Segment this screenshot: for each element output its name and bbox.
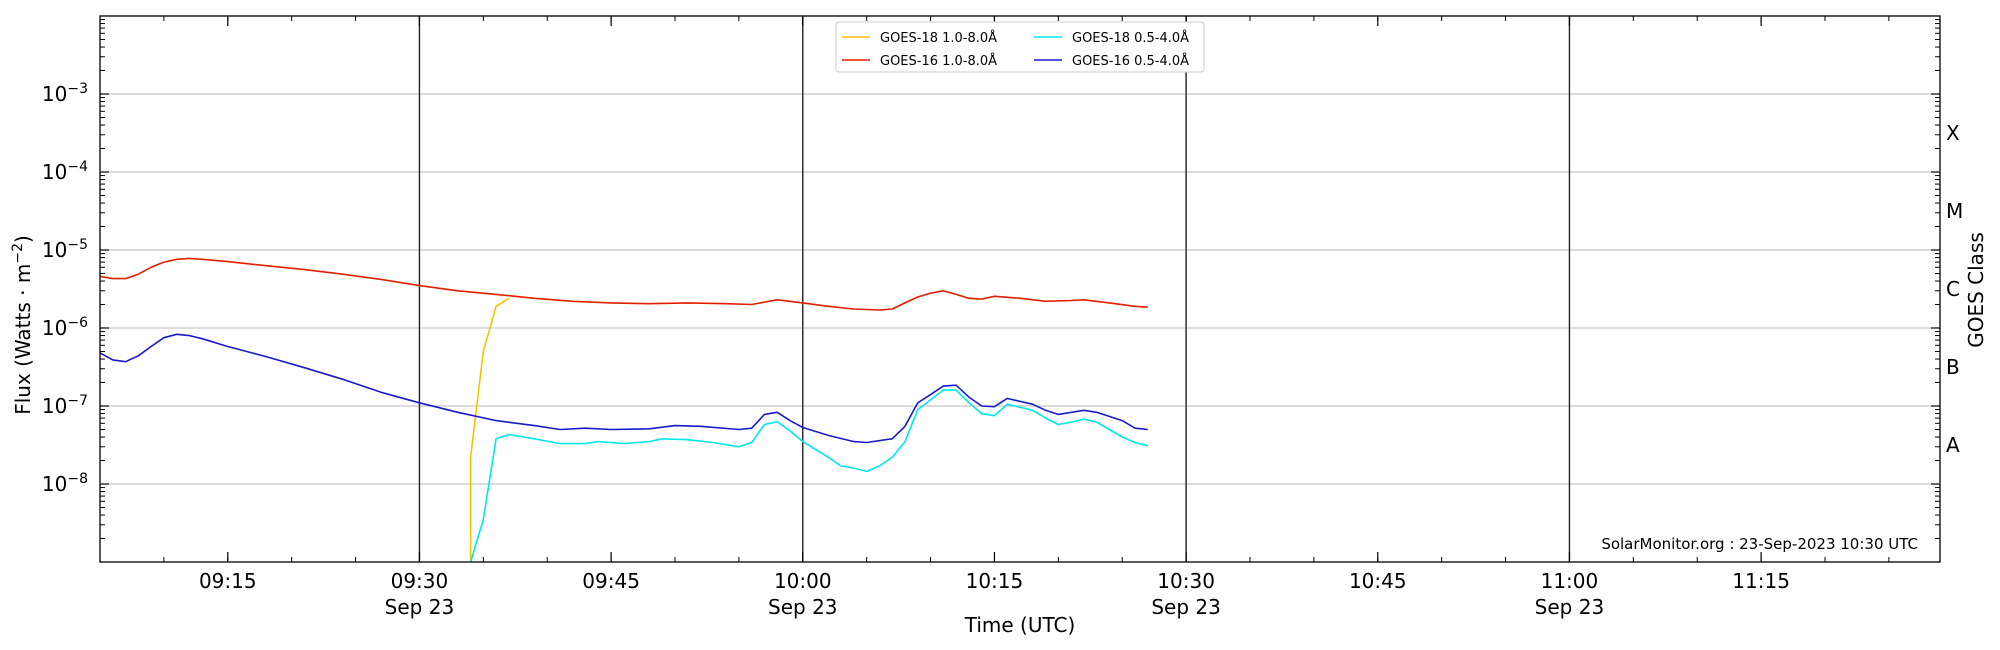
date-boundary-lines [418, 16, 1571, 562]
x-tick-date-label: Sep 23 [768, 595, 838, 619]
grid-lines [100, 93, 1940, 485]
x-tick-label: 09:30 [391, 569, 449, 593]
y-tick-label: 10−6 [42, 315, 88, 340]
goes-class-label: M [1946, 199, 1963, 223]
y-tick-label: 10−3 [42, 81, 88, 106]
y-tick-mantissa: 10 [42, 394, 67, 418]
legend: GOES-18 1.0-8.0Å GOES-16 1.0-8.0Å GOES-1… [835, 21, 1205, 73]
y-axis-title-exponent: −2 [10, 243, 26, 264]
y-tick-exponent: −7 [67, 393, 88, 409]
y-tick-exponent: −4 [67, 159, 88, 175]
y-tick-label: 10−8 [42, 471, 88, 496]
x-tick-label: 11:00 [1541, 569, 1599, 593]
x-tick-label: 09:15 [199, 569, 257, 593]
x-tick-label: 09:45 [582, 569, 640, 593]
y-tick-mantissa: 10 [42, 160, 67, 184]
x-tick-date-label: Sep 23 [385, 595, 455, 619]
legend-label-goes16-long: GOES-16 1.0-8.0Å [880, 53, 997, 69]
y-tick-mantissa: 10 [42, 316, 67, 340]
series-line-goes18-long [469, 297, 510, 562]
plot-area [99, 257, 1148, 563]
y-tick-exponent: −3 [67, 81, 88, 97]
y-axis-title: Flux (Watts · m−2) [10, 235, 35, 415]
x-tick-date-label: Sep 23 [1535, 595, 1605, 619]
goes-class-label: B [1946, 355, 1960, 379]
legend-label-goes18-short: GOES-18 0.5-4.0Å [1072, 30, 1189, 46]
x-tick-label: 10:00 [774, 569, 832, 593]
legend-label-goes18-long: GOES-18 1.0-8.0Å [880, 30, 997, 46]
y-tick-label: 10−4 [42, 159, 88, 184]
legend-box [835, 21, 1205, 73]
goes-class-axis-title: GOES Class [1964, 232, 1988, 348]
series-line-goes16-short [99, 333, 1148, 444]
y-axis-title-main: Flux (Watts · m [11, 264, 35, 415]
y-tick-label: 10−7 [42, 393, 88, 418]
y-tick-exponent: −6 [67, 315, 88, 331]
axis-ticks [99, 16, 1940, 562]
x-tick-label: 11:15 [1732, 569, 1790, 593]
x-tick-label: 10:45 [1349, 569, 1407, 593]
series-line-goes16-long [99, 257, 1148, 311]
y-tick-mantissa: 10 [42, 238, 67, 262]
y-tick-mantissa: 10 [42, 472, 67, 496]
y-tick-mantissa: 10 [42, 82, 67, 106]
y-tick-exponent: −5 [67, 237, 88, 253]
credit-text: SolarMonitor.org : 23-Sep-2023 10:30 UTC [1601, 535, 1918, 553]
x-tick-date-label: Sep 23 [1151, 595, 1221, 619]
x-axis-title: Time (UTC) [964, 613, 1076, 637]
x-tick-label: 10:15 [966, 569, 1024, 593]
goes-class-label: X [1946, 121, 1960, 145]
series-line-goes18-short [469, 389, 1148, 563]
goes-class-label: C [1946, 277, 1960, 301]
y-axis-title-suffix: ) [11, 235, 35, 243]
goes-class-label: A [1946, 433, 1960, 457]
legend-label-goes16-short: GOES-16 0.5-4.0Å [1072, 53, 1189, 69]
plot-frame [99, 15, 1941, 563]
y-tick-exponent: −8 [67, 471, 88, 487]
y-tick-label: 10−5 [42, 237, 88, 262]
x-tick-label: 10:30 [1157, 569, 1215, 593]
